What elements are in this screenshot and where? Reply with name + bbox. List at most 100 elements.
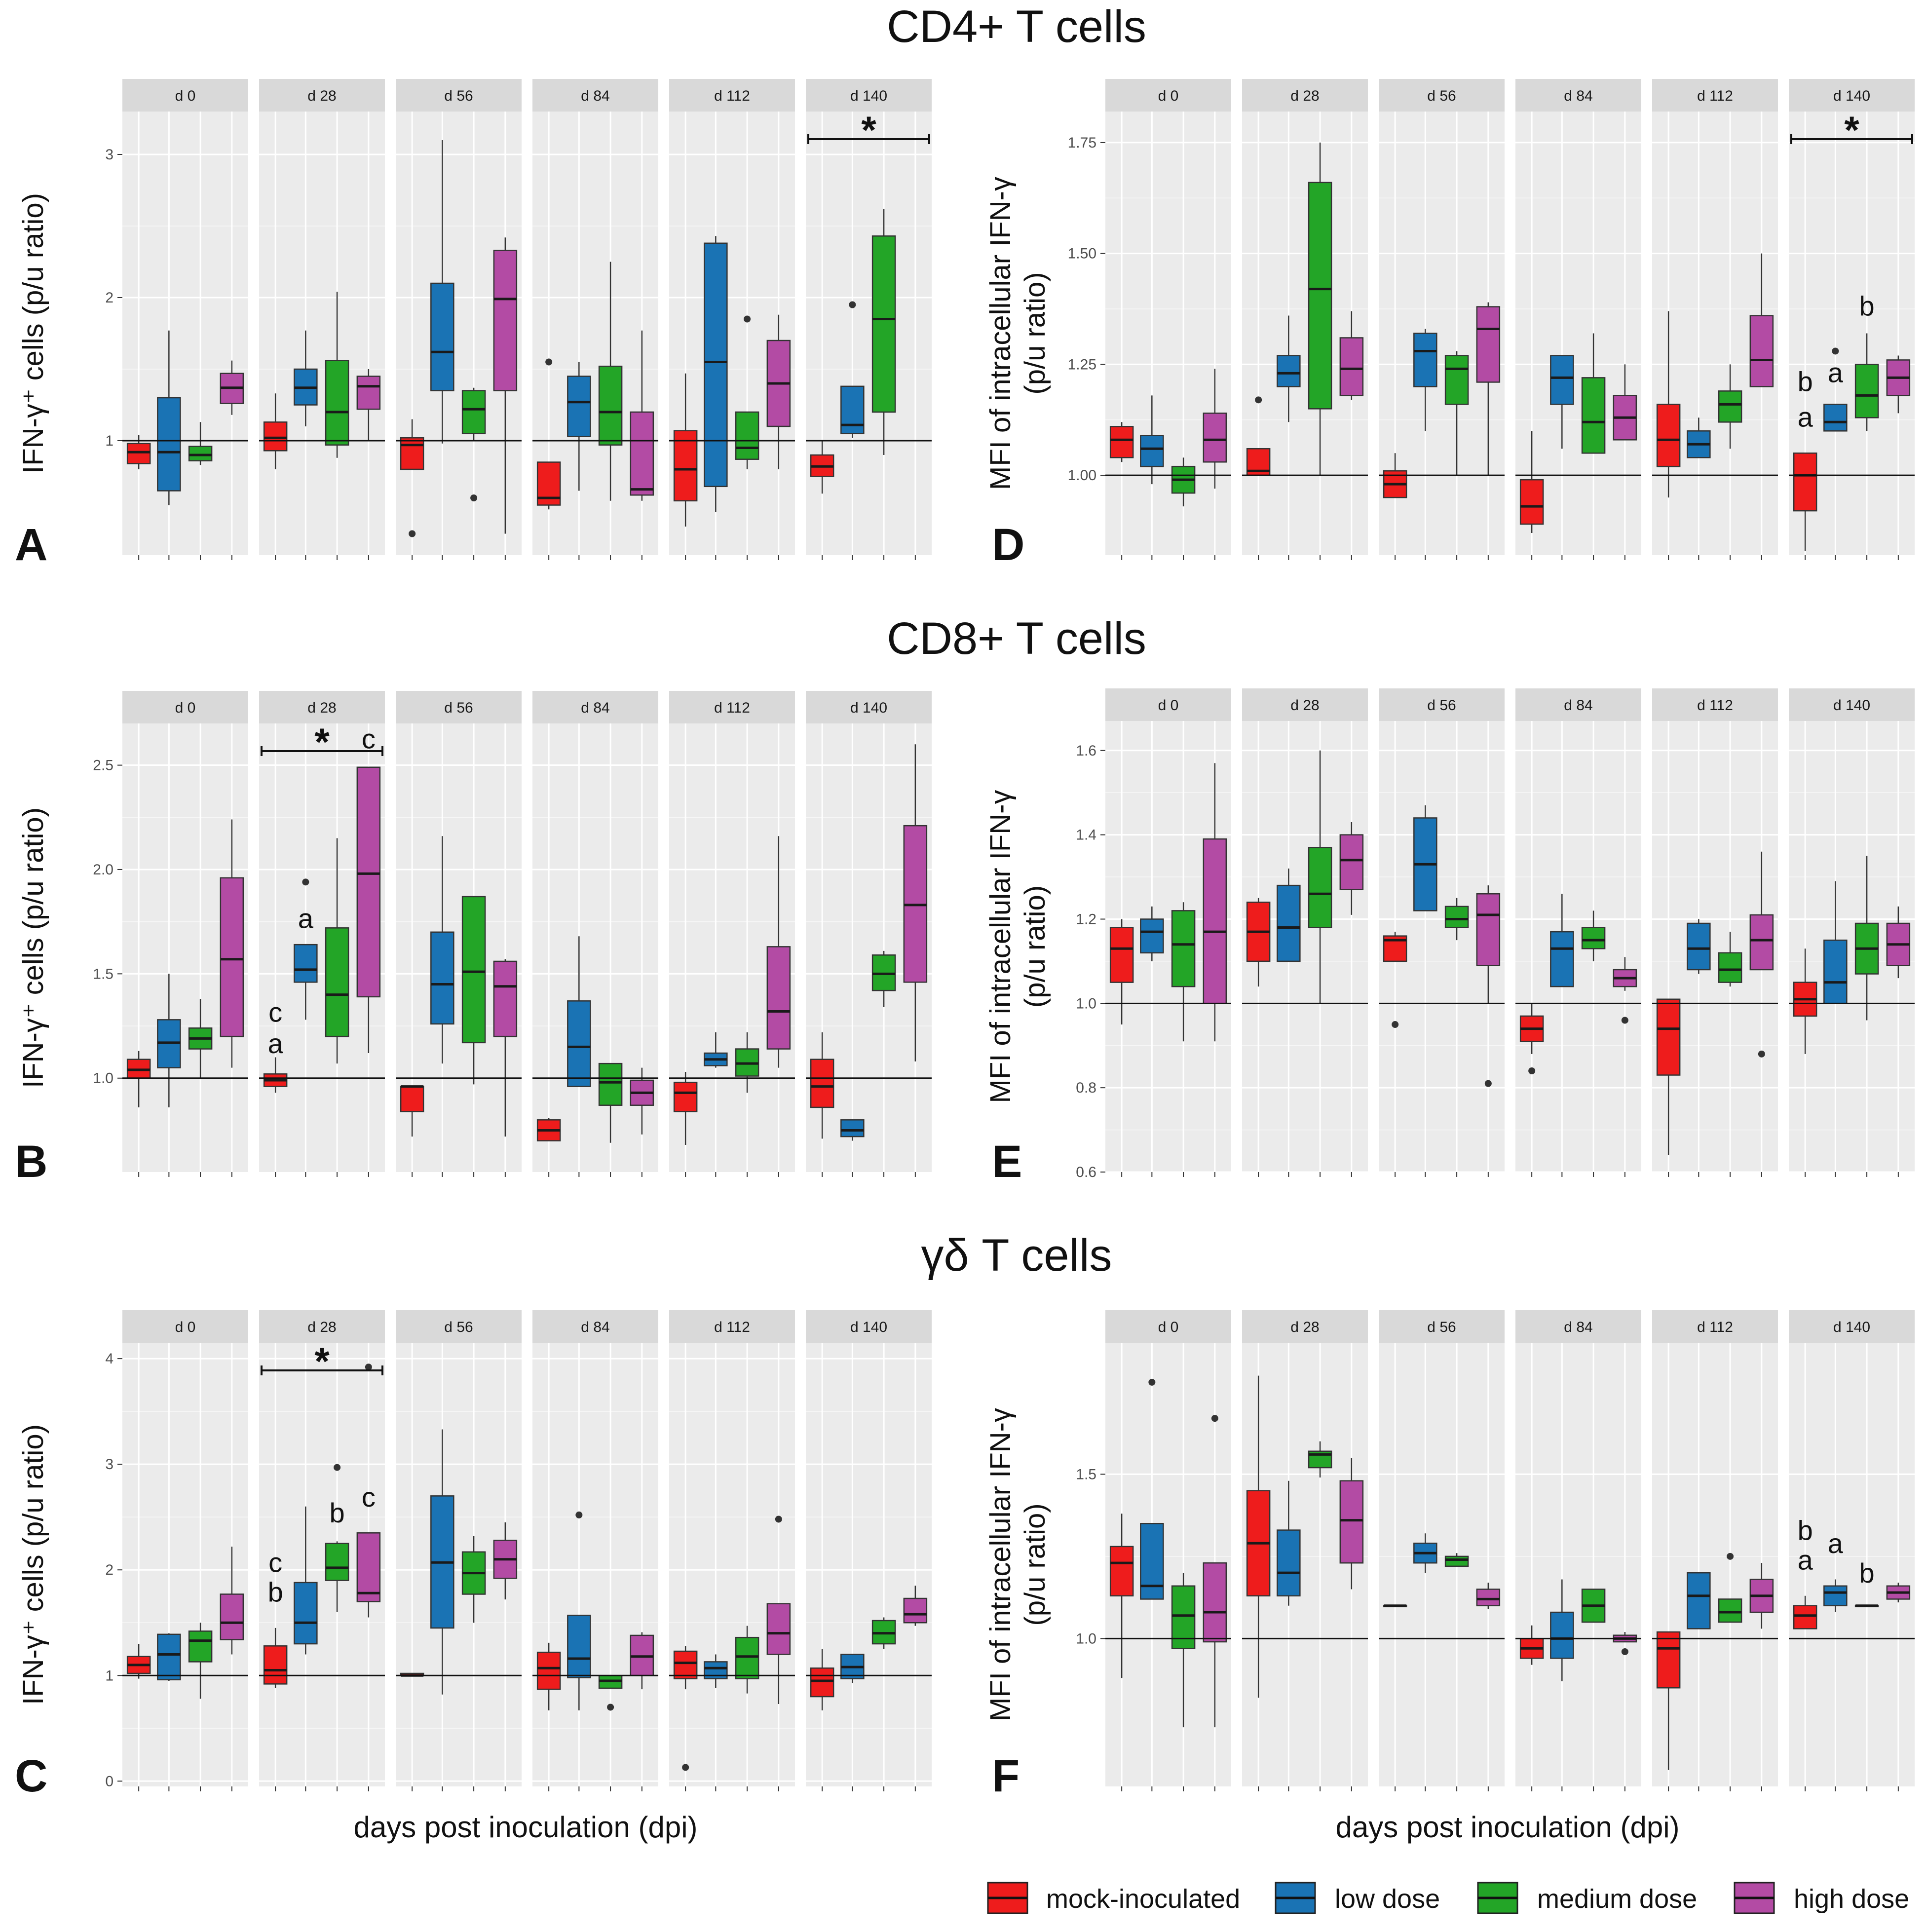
legend-item-high: high dose — [1734, 1882, 1909, 1914]
section-title-cd8: CD8+ T cells — [887, 613, 1146, 664]
facet-strip-label: d 56 — [1427, 1319, 1456, 1335]
box-outlier — [365, 1364, 372, 1371]
facet-background — [532, 1343, 658, 1786]
box-medium-dose — [188, 446, 213, 461]
box-outlier — [1392, 1021, 1399, 1028]
box-mock-inoculated — [263, 1645, 288, 1685]
y-tick-label: 4 — [105, 1351, 113, 1367]
box-outlier — [1211, 1415, 1218, 1422]
facet-strip-label: d 28 — [307, 700, 336, 716]
facet-strip-label: d 0 — [1158, 1319, 1179, 1335]
facet-background — [1515, 1343, 1641, 1786]
box-high-dose — [766, 946, 791, 1050]
y-tick-label: 1.5 — [1076, 1466, 1096, 1482]
box-outlier — [1621, 1017, 1628, 1024]
y-tick-label: 1.0 — [1076, 995, 1096, 1012]
panel-letter-D: D — [992, 520, 1024, 570]
group-letter: c — [362, 1481, 376, 1513]
box-outlier — [1621, 1648, 1628, 1655]
facet-strip-label: d 0 — [175, 88, 196, 104]
facet-strip-label: d 140 — [1833, 697, 1870, 714]
facet-strip — [806, 691, 932, 723]
facet-strip-label: d 84 — [1564, 1319, 1592, 1335]
y-axis-title-A: IFN-γ⁺ cells (p/u ratio) — [17, 193, 49, 474]
box-mock-inoculated — [673, 430, 698, 502]
group-letter: a — [1828, 357, 1844, 388]
box-mock-inoculated — [1793, 452, 1817, 512]
legend-item-medium: medium dose — [1477, 1882, 1697, 1914]
facet-strip-label: d 112 — [714, 88, 750, 104]
x-axis-label-left: days post inoculation (dpi) — [353, 1811, 697, 1844]
box-mock-inoculated — [1519, 479, 1544, 525]
facet-background — [1515, 721, 1641, 1172]
box-outlier — [682, 1764, 689, 1771]
facet-strip-label: d 56 — [1427, 697, 1456, 714]
facet-strip-label: d 0 — [175, 1319, 196, 1335]
box-low-dose — [1277, 355, 1301, 387]
facet-strip-label: d 140 — [850, 700, 887, 716]
box-outlier — [1484, 1080, 1492, 1087]
facet-strip-label: d 28 — [1290, 88, 1319, 104]
facet-background — [1379, 1343, 1505, 1786]
box-mock-inoculated — [673, 1650, 698, 1679]
group-letter: b — [1798, 1515, 1813, 1546]
facet-strip-label: d 112 — [1697, 88, 1733, 104]
box-low-dose — [157, 1633, 181, 1681]
y-axis-title-E: (p/u ratio) — [1019, 885, 1051, 1008]
box-medium-dose — [1444, 1555, 1469, 1567]
box-low-dose — [1277, 1529, 1301, 1597]
facet-strip — [1105, 1310, 1231, 1343]
facet-background — [259, 112, 385, 555]
box-medium-dose — [461, 390, 486, 434]
box-low-dose — [704, 242, 728, 488]
box-outlier — [470, 494, 478, 501]
facet-background — [669, 1343, 795, 1786]
facet-strip-label: d 84 — [1564, 697, 1592, 714]
box-low-dose — [1823, 1585, 1848, 1606]
box-medium-dose — [1718, 390, 1742, 423]
box-outlier — [1148, 1378, 1156, 1386]
box-low-dose — [294, 944, 318, 983]
facet-strip-label: d 28 — [1290, 1319, 1319, 1335]
box-medium-dose — [1308, 847, 1332, 928]
box-high-dose — [766, 1603, 791, 1655]
panel-letter-B: B — [15, 1136, 47, 1187]
facet-strip — [1789, 688, 1915, 721]
y-tick-label: 3 — [105, 1456, 113, 1473]
facet-strip — [1789, 1310, 1915, 1343]
box-medium-dose — [1718, 952, 1742, 983]
y-tick-label: 2.5 — [93, 758, 113, 774]
facet-strip-label: d 28 — [307, 1319, 336, 1335]
box-outlier — [1832, 347, 1839, 355]
facet-strip — [396, 691, 522, 723]
y-tick-label: 0 — [105, 1773, 113, 1789]
y-tick-label: 1.2 — [1076, 911, 1096, 927]
group-letter: c — [268, 997, 282, 1028]
facet-strip-label: d 112 — [714, 700, 750, 716]
box-low-dose — [1550, 931, 1574, 987]
box-mock-inoculated — [400, 1086, 424, 1112]
y-axis-title-C: IFN-γ⁺ cells (p/u ratio) — [17, 1424, 49, 1705]
y-tick-label: 2 — [105, 290, 113, 306]
facet-background — [1789, 1343, 1915, 1786]
facet-strip — [1379, 79, 1505, 112]
box-medium-dose — [1444, 355, 1469, 405]
box-high-dose — [1339, 834, 1364, 890]
box-medium-dose — [598, 1062, 623, 1106]
facet-strip — [1379, 688, 1505, 721]
box-mock-inoculated — [673, 1081, 698, 1112]
facet-strip — [1515, 688, 1641, 721]
facet-strip — [1515, 79, 1641, 112]
facet-strip — [669, 691, 795, 723]
box-medium-dose — [1444, 906, 1469, 928]
box-high-dose — [1476, 893, 1501, 966]
panel-F: F MFI of intracellular IFN-γ (p/u ratio) 1.… — [984, 1310, 1915, 1801]
y-axis-title-D: MFI of intracellular IFN-γ — [984, 177, 1017, 490]
box-high-dose — [1476, 1589, 1501, 1606]
facet-strip-label: d 56 — [444, 1319, 473, 1335]
box-low-dose — [1140, 918, 1164, 954]
facet-strip-label: d 84 — [581, 1319, 609, 1335]
facet-strip-label: d 28 — [307, 88, 336, 104]
